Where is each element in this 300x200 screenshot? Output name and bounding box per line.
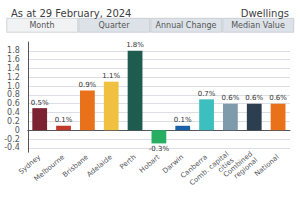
svg-text:0: 0 — [15, 126, 20, 135]
svg-text:0.8: 0.8 — [7, 90, 20, 99]
svg-text:0.9%: 0.9% — [78, 81, 96, 89]
svg-text:Quarter: Quarter — [99, 21, 131, 30]
svg-text:Sydney: Sydney — [17, 153, 43, 176]
svg-text:Melbourne: Melbourne — [33, 153, 66, 183]
svg-text:Darwin: Darwin — [161, 153, 186, 176]
svg-text:1.4: 1.4 — [7, 64, 20, 73]
svg-text:0.1%: 0.1% — [174, 116, 192, 124]
svg-text:0.2: 0.2 — [7, 117, 20, 126]
svg-text:0.7%: 0.7% — [198, 90, 216, 98]
svg-text:0.6%: 0.6% — [269, 94, 287, 102]
svg-text:0.6%: 0.6% — [245, 94, 263, 102]
svg-text:Perth: Perth — [118, 153, 137, 171]
svg-text:-0.2: -0.2 — [4, 135, 20, 144]
svg-text:Brisbane: Brisbane — [61, 153, 90, 179]
svg-text:Median Value: Median Value — [231, 21, 285, 30]
svg-text:-0.4: -0.4 — [4, 143, 20, 152]
svg-text:Month: Month — [29, 21, 54, 30]
svg-text:As at 29 February, 2024: As at 29 February, 2024 — [11, 8, 131, 19]
svg-text:0.5%: 0.5% — [31, 99, 49, 107]
svg-text:Annual Change: Annual Change — [156, 21, 217, 30]
svg-text:Comb. capital: Comb. capital — [188, 150, 231, 188]
svg-text:Canberra: Canberra — [179, 153, 210, 181]
svg-text:0.4: 0.4 — [7, 108, 20, 117]
svg-text:1.2: 1.2 — [7, 73, 20, 82]
svg-text:National: National — [253, 153, 281, 178]
svg-text:Adelaide: Adelaide — [85, 153, 113, 179]
svg-text:regional: regional — [233, 156, 260, 180]
svg-text:0.6: 0.6 — [7, 99, 20, 108]
svg-text:Dwellings: Dwellings — [241, 8, 289, 19]
svg-text:Hobart: Hobart — [138, 153, 162, 175]
svg-text:0.6%: 0.6% — [222, 94, 240, 102]
svg-text:0.1%: 0.1% — [55, 116, 73, 124]
svg-text:1.1%: 1.1% — [102, 72, 120, 80]
svg-text:1.6: 1.6 — [7, 55, 20, 64]
svg-text:-0.3%: -0.3% — [149, 145, 170, 153]
svg-text:1.8%: 1.8% — [126, 41, 144, 49]
svg-text:cities: cities — [216, 156, 236, 175]
svg-text:1.8: 1.8 — [7, 46, 20, 55]
svg-text:1.0: 1.0 — [7, 82, 20, 91]
svg-text:Combined: Combined — [221, 150, 255, 180]
